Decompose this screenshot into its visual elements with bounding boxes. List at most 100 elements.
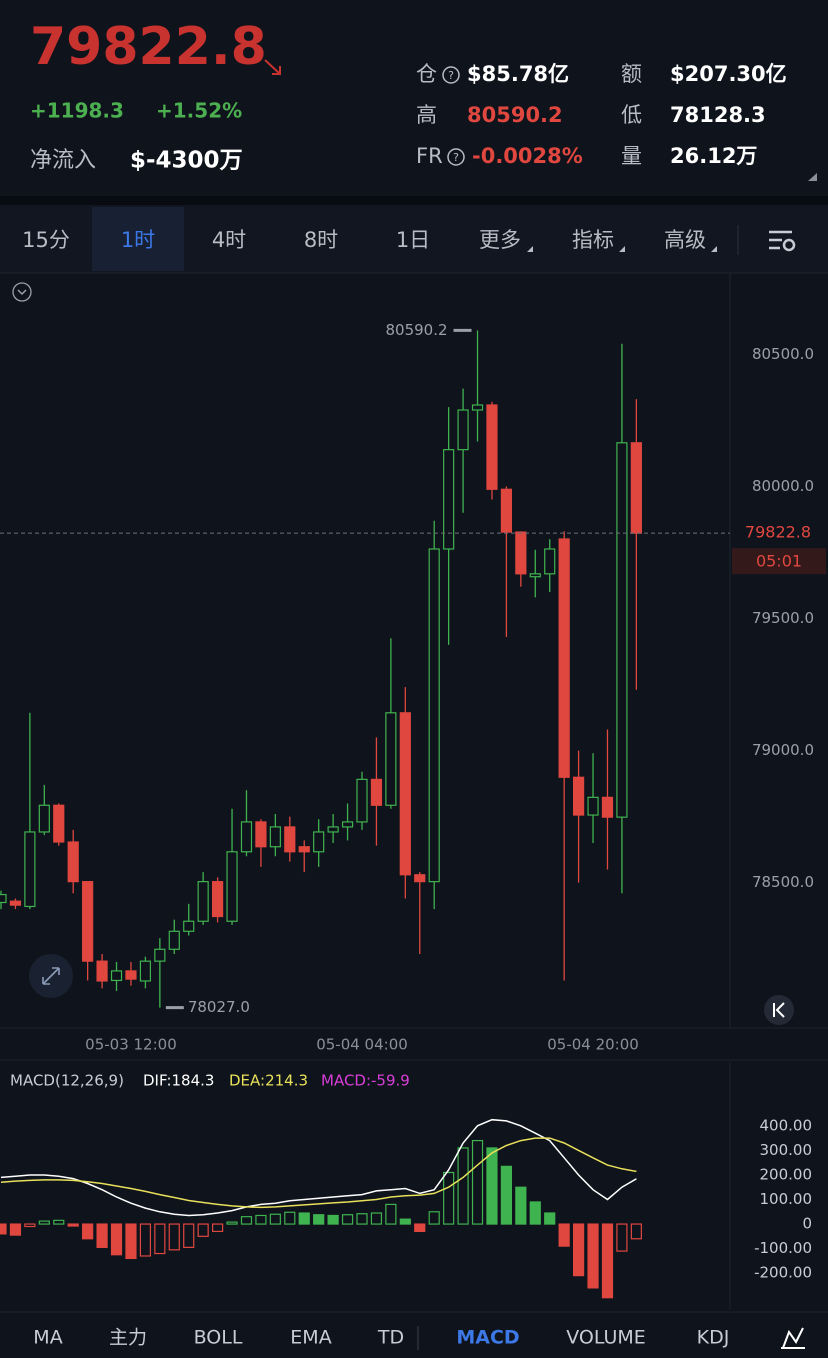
help-icon-glyph: ? [448,69,454,82]
macd-bar [558,1223,570,1247]
indicator-tab[interactable]: EMA [290,1327,331,1349]
fullscreen-icon [42,967,60,985]
candle-body [9,900,22,906]
price-change: +1198.3 [30,99,124,123]
candle-body [370,778,383,806]
y-tick-label: 0 [802,1215,812,1233]
macd-bar [572,1223,585,1277]
macd-bar [82,1223,94,1240]
macd-bar [96,1223,108,1248]
candle-body [399,712,411,876]
candle-body [298,846,310,853]
price: 79822.8 [30,17,267,77]
candle-body [601,796,614,818]
candle-body [269,826,281,848]
macd-bar [125,1223,137,1260]
timeframe-tab[interactable]: 8时 [304,228,338,252]
candle-body [0,893,7,904]
help-icon[interactable] [442,66,460,84]
expand-corner-icon[interactable] [808,173,817,181]
stat-label: 量 [621,144,642,168]
candle-body [587,796,599,816]
candle-body [572,776,585,816]
jump-latest-button[interactable] [764,995,794,1025]
timeframe-tab[interactable]: 高级 [664,228,706,252]
macd-bar [486,1147,498,1225]
candle-body [125,970,137,980]
chart-mode-icon[interactable] [781,1327,805,1349]
stat-value: -0.0028% [472,144,583,168]
y-tick-label: 100.00 [760,1190,813,1208]
collapse-button[interactable] [12,282,32,302]
indicator-tab[interactable]: BOLL [194,1327,243,1349]
stat-label: 高 [416,103,437,127]
indicator-tab[interactable]: TD [377,1327,404,1349]
macd-bar [529,1201,541,1225]
candle-body [110,970,123,982]
candle-body [486,404,498,490]
y-tick-label: 300.00 [760,1141,813,1159]
candle-body [313,831,325,853]
timeframe-tab[interactable]: 4时 [212,228,246,252]
last-price-label: 79822.8 [745,523,811,542]
macd-bar [154,1223,166,1255]
y-tick-label: 200.00 [760,1165,813,1183]
indicator-tab[interactable]: MACD [456,1327,519,1349]
low-label: 78027.0 [188,998,250,1016]
price-change-pct: +1.52% [156,99,242,123]
indicator-tab[interactable]: 主力 [109,1327,147,1349]
macd-bar [183,1223,195,1248]
divider [0,196,828,205]
indicator-tab[interactable]: KDJ [697,1327,730,1349]
indicator-title: MACD(12,26,9) [10,1072,124,1090]
indicator-tab[interactable]: VOLUME [566,1327,646,1349]
candle-body [53,804,65,843]
candle-body [24,831,36,908]
candle-body [544,548,556,575]
timeframe-tab[interactable]: 1时 [121,228,155,252]
timeframe-tab[interactable]: 15分 [22,228,70,252]
net-inflow-label: 净流入 [30,148,96,173]
timeframe-tab[interactable]: 更多 [479,228,521,252]
y-tick-label: 79000.0 [752,741,814,759]
stat-label: 低 [621,103,642,127]
macd-bar [341,1214,354,1225]
macd-bar [0,1223,7,1235]
y-tick-label: 80000.0 [752,477,814,495]
candle-body [96,960,108,982]
dropdown-icons [527,246,717,252]
candle-body [139,960,151,982]
settings-icon[interactable] [769,230,796,252]
macd-bar [457,1147,469,1225]
macd-bar [240,1216,253,1225]
macd-bar [197,1223,209,1237]
macd-bar [212,1223,224,1233]
candle-body [154,948,166,962]
y-tick-label: -100.00 [754,1239,812,1257]
candle-body [471,404,484,411]
candle-body [500,488,512,533]
macd-bar [139,1223,151,1257]
stat-label: 仓 [416,62,437,86]
timeframe-tab[interactable]: 指标 [572,228,614,252]
y-tick-label: 80500.0 [752,345,814,363]
macd-bar [269,1213,281,1225]
x-tick-label: 05-04 04:00 [316,1036,408,1054]
stat-value: $85.78亿 [467,62,569,86]
candle-body [529,573,541,578]
stat-value: 80590.2 [467,103,563,127]
help-icon[interactable] [447,148,465,166]
candle-body [82,881,94,962]
x-tick-label: 05-03 12:00 [85,1036,177,1054]
macd-line [0,1118,637,1217]
macd-bar [587,1223,599,1289]
stat-value: 78128.3 [670,103,766,127]
stat-value: 26.12万 [670,144,757,168]
macd-bar [443,1171,455,1225]
stat-label: FR [416,144,443,168]
candle-body [327,826,339,833]
net-inflow-value: $-4300万 [130,148,243,174]
timeframe-tab[interactable]: 1日 [396,228,430,252]
indicator-tab[interactable]: MA [33,1327,62,1349]
